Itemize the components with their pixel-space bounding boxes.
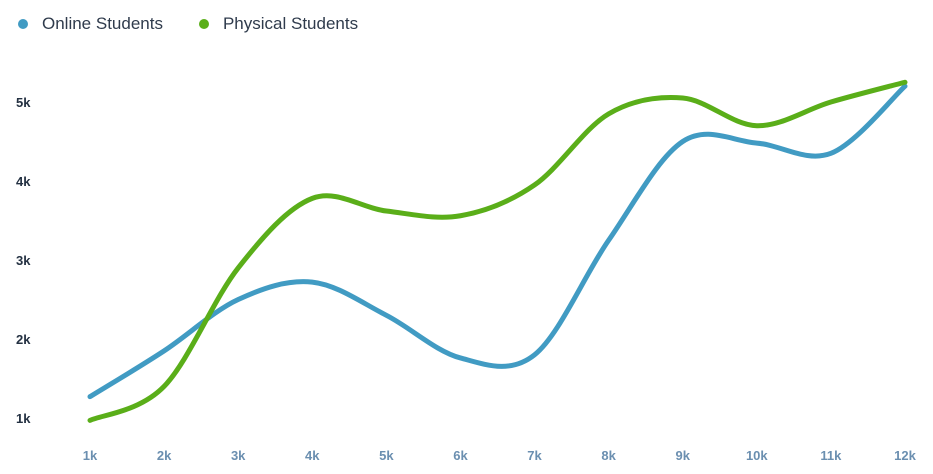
x-tick-label: 7k — [527, 448, 542, 463]
chart-legend: Online Students Physical Students — [18, 14, 358, 34]
y-tick-label: 4k — [16, 174, 31, 189]
x-tick-label: 12k — [894, 448, 916, 463]
series-line-physical-students[interactable] — [87, 79, 908, 423]
x-tick-label: 8k — [601, 448, 616, 463]
legend-label-online: Online Students — [42, 14, 163, 33]
x-tick-label: 6k — [453, 448, 468, 463]
legend-item-online[interactable]: Online Students — [18, 14, 163, 34]
y-tick-label: 2k — [16, 332, 31, 347]
y-tick-label: 5k — [16, 95, 31, 110]
legend-marker-physical — [198, 19, 209, 29]
x-tick-label: 5k — [379, 448, 394, 463]
series-line-online-students[interactable] — [87, 83, 908, 400]
x-tick-label: 3k — [231, 448, 246, 463]
legend-item-physical[interactable]: Physical Students — [198, 14, 359, 34]
x-tick-label: 1k — [83, 448, 98, 463]
x-tick-label: 11k — [820, 448, 842, 463]
x-tick-label: 4k — [305, 448, 320, 463]
x-tick-label: 10k — [746, 448, 768, 463]
x-tick-label: 9k — [675, 448, 690, 463]
y-tick-label: 1k — [16, 411, 31, 426]
y-tick-label: 3k — [16, 253, 31, 268]
legend-marker-online — [18, 19, 28, 29]
x-tick-label: 2k — [157, 448, 172, 463]
legend-label-physical: Physical Students — [222, 14, 359, 33]
